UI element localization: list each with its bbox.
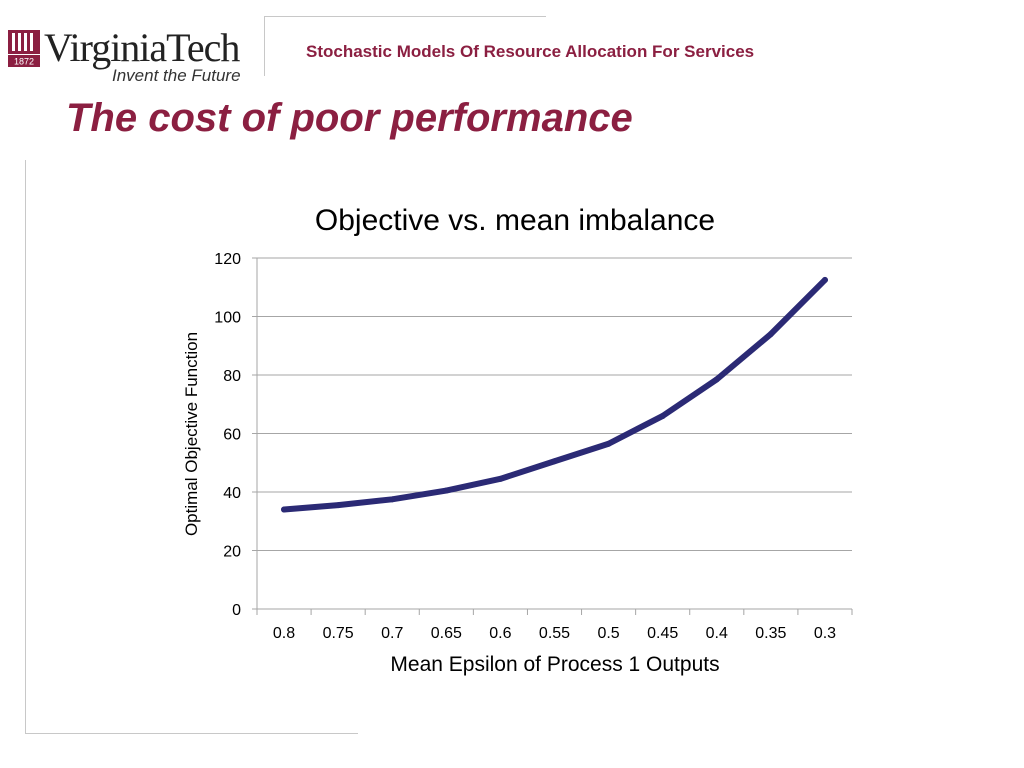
shield-icon: 1872 <box>8 30 40 67</box>
logo-wordmark: VirginiaTech <box>44 25 240 70</box>
logo-year: 1872 <box>14 57 34 67</box>
virginia-tech-logo: 1872 VirginiaTech Invent the Future <box>8 25 258 88</box>
data-point <box>821 276 828 283</box>
data-point <box>443 487 450 494</box>
y-axis-label: Optimal Objective Function <box>182 332 201 536</box>
y-tick-label: 60 <box>223 427 241 444</box>
x-tick-label: 0.4 <box>706 625 728 642</box>
data-point <box>389 496 396 503</box>
data-point <box>281 506 288 513</box>
slide-frame-left <box>25 160 26 733</box>
x-axis-label: Mean Epsilon of Process 1 Outputs <box>390 653 719 676</box>
data-point <box>713 376 720 383</box>
slide-title: The cost of poor performance <box>66 96 633 140</box>
x-tick-label: 0.35 <box>755 625 786 642</box>
series-line <box>281 276 828 513</box>
y-tick-label: 120 <box>214 251 241 268</box>
chart-title: Objective vs. mean imbalance <box>315 204 715 237</box>
x-tick-label: 0.6 <box>489 625 511 642</box>
y-tick-label: 100 <box>214 310 241 327</box>
data-point <box>335 502 342 509</box>
y-tick-label: 80 <box>223 368 241 385</box>
data-point <box>551 458 558 465</box>
x-tick-label: 0.45 <box>647 625 678 642</box>
y-tick-label: 20 <box>223 544 241 561</box>
course-title: Stochastic Models Of Resource Allocation… <box>306 42 755 61</box>
header-divider-vertical <box>264 16 265 76</box>
x-tick-label: 0.55 <box>539 625 570 642</box>
data-point <box>605 440 612 447</box>
data-point <box>659 412 666 419</box>
slide-frame-bottom <box>25 733 358 734</box>
y-tick-label: 40 <box>223 485 241 502</box>
x-tick-label: 0.5 <box>597 625 619 642</box>
x-tick-label: 0.3 <box>814 625 836 642</box>
data-point <box>497 475 504 482</box>
y-tick-label: 0 <box>232 602 241 619</box>
data-point <box>767 331 774 338</box>
logo-tagline: Invent the Future <box>112 66 241 85</box>
x-tick-label: 0.7 <box>381 625 403 642</box>
x-tick-label: 0.8 <box>273 625 295 642</box>
header-divider-horizontal <box>264 16 546 17</box>
x-tick-label: 0.75 <box>323 625 354 642</box>
x-tick-label: 0.65 <box>431 625 462 642</box>
